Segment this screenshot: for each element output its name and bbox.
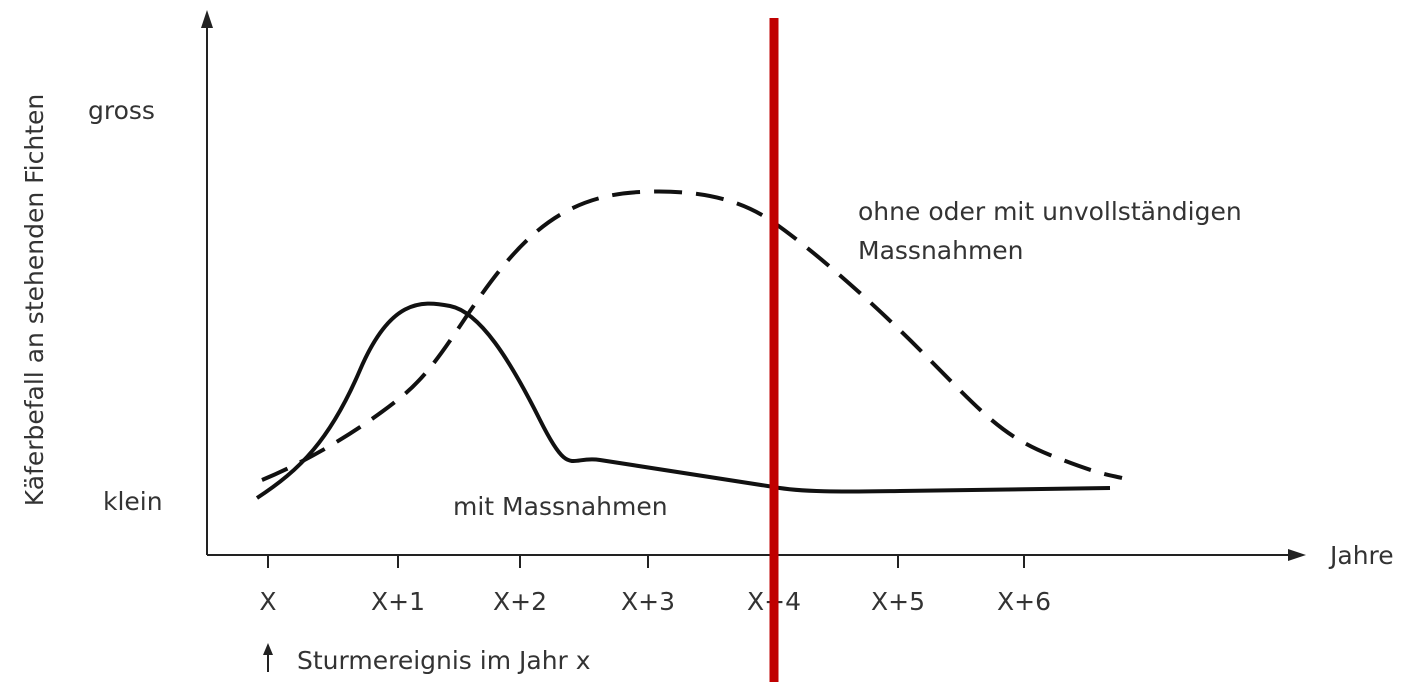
x-axis-label: Jahre [1328, 541, 1394, 570]
x-tick-label: X+2 [493, 587, 547, 616]
x-tick-label: X+5 [871, 587, 925, 616]
note: Sturmereignis im Jahr x [297, 646, 591, 675]
y-arrow [201, 10, 213, 28]
curve-label: Massnahmen [858, 236, 1024, 265]
curve-label: ohne oder mit unvollständigen [858, 197, 1242, 226]
x-tick-label: X+6 [997, 587, 1051, 616]
x-arrow [1288, 549, 1306, 561]
curve-without-measures [261, 189, 1123, 482]
curve-with-measures [255, 301, 1111, 500]
y-high-label: gross [88, 96, 155, 125]
curve-label: mit Massnahmen [453, 492, 668, 521]
x-tick-label: X+3 [621, 587, 675, 616]
x-tick-label: X+1 [371, 587, 425, 616]
note-arrow-head [263, 643, 273, 655]
y-low-label: klein [103, 487, 163, 516]
x-tick-label: X [259, 587, 276, 616]
y-axis-label: Käferbefall an stehenden Fichten [20, 94, 49, 507]
